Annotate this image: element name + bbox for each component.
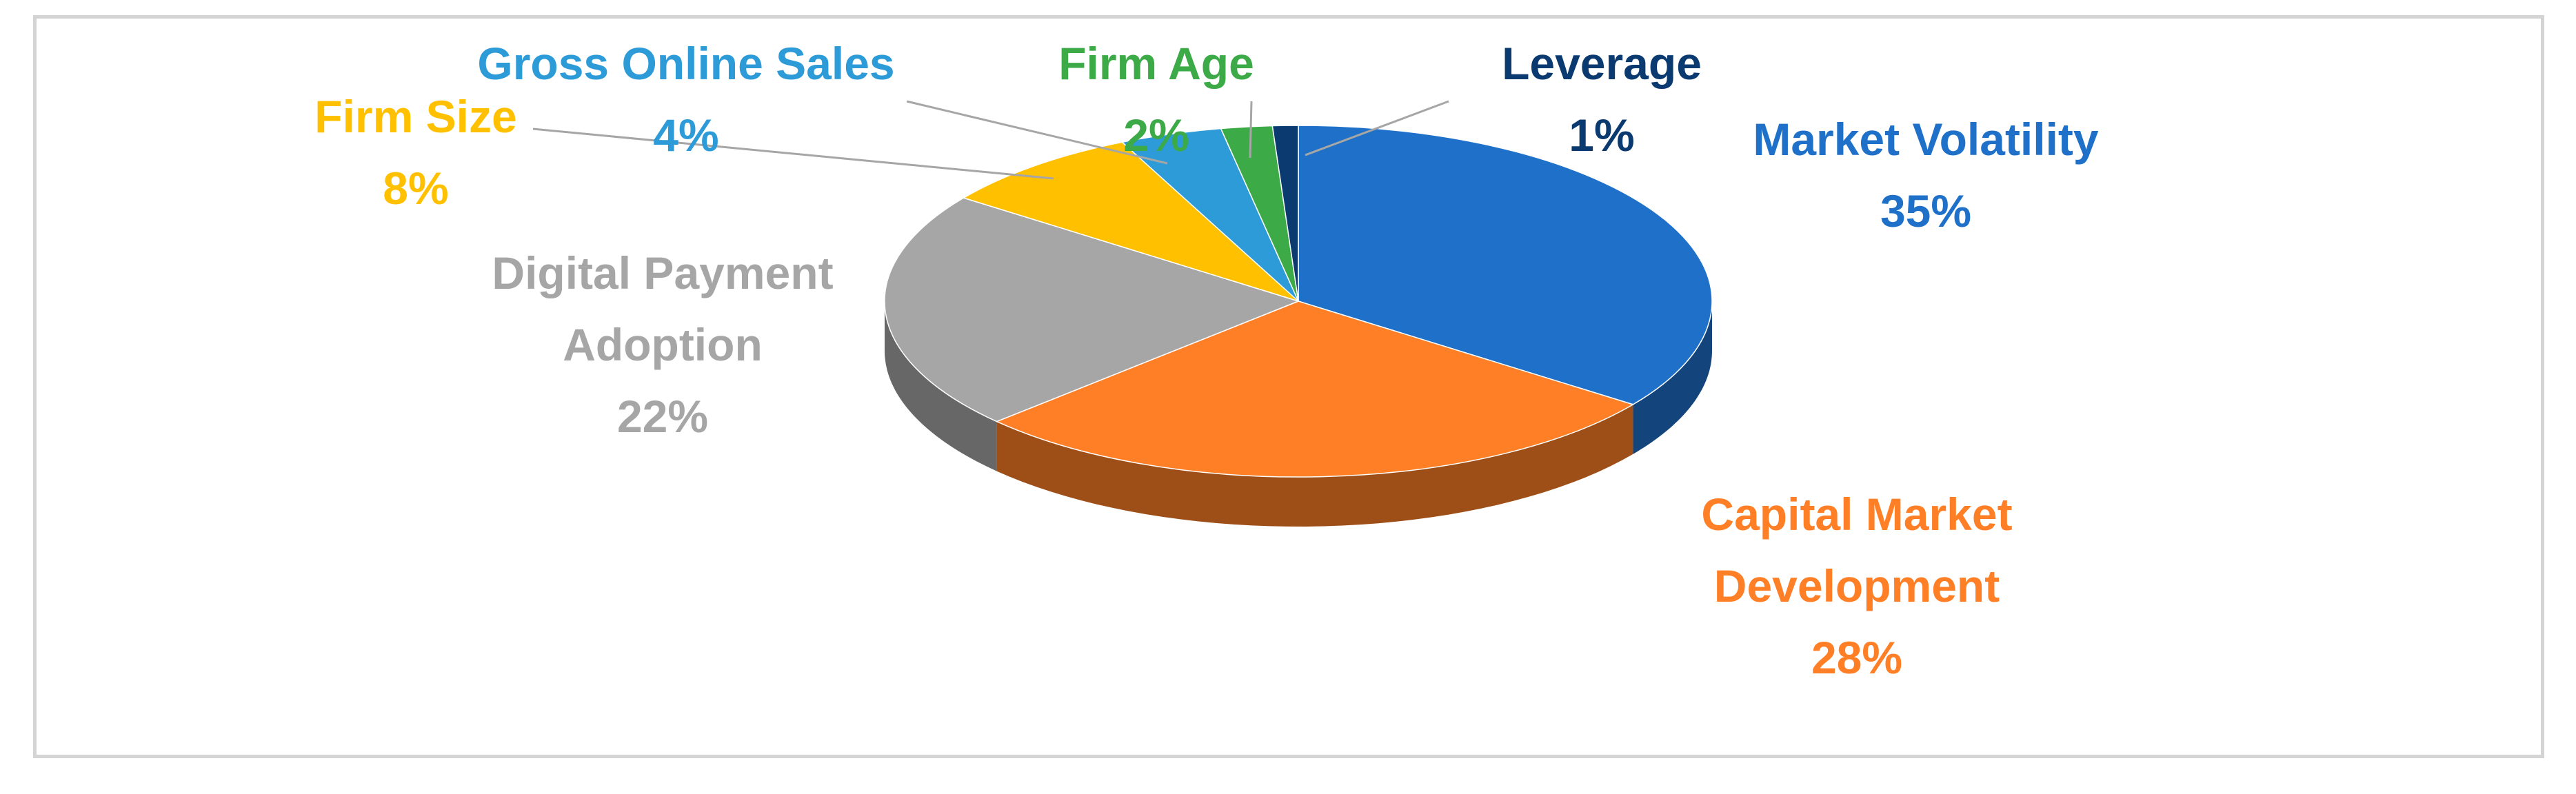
pie-side-market-volatility xyxy=(1633,301,1712,454)
percent-label-digital-payment-adoption: 22% xyxy=(617,391,708,442)
category-label-market-volatility: Market Volatility xyxy=(1753,114,2099,165)
category-label-capital-market-development: Development xyxy=(1714,560,2000,611)
leader-line-leverage xyxy=(1305,100,1449,156)
leader-line-firm-size xyxy=(532,128,1054,180)
pie-side-capital-market-development xyxy=(996,404,1633,527)
chart-frame: Market Volatility 35% Capital Market Develo… xyxy=(33,15,2544,758)
pie-side-digital-payment-adoption xyxy=(885,301,997,471)
percent-label-capital-market-development: 28% xyxy=(1811,632,1902,683)
leader-line-firm-age xyxy=(1249,101,1253,159)
category-label-leverage: Leverage xyxy=(1502,38,1702,89)
pie-slice-digital-payment-adoption xyxy=(884,197,1300,423)
category-label-firm-age: Firm Age xyxy=(1058,38,1254,89)
pie-slice-capital-market-development xyxy=(995,301,1635,478)
percent-label-market-volatility: 35% xyxy=(1880,185,1971,236)
pie-slice-firm-size xyxy=(962,141,1299,302)
percent-label-firm-size: 8% xyxy=(383,163,448,214)
category-label-digital-payment-adoption: Digital Payment xyxy=(492,247,833,298)
pie-slice-leverage xyxy=(1271,125,1299,302)
category-label-digital-payment-adoption: Adoption xyxy=(563,319,763,370)
pie-slice-market-volatility xyxy=(1298,125,1713,405)
percent-label-leverage: 1% xyxy=(1569,110,1634,161)
percent-label-firm-age: 2% xyxy=(1123,110,1189,161)
category-label-gross-online-sales: Gross Online Sales xyxy=(477,38,894,89)
pie-chart: Market Volatility 35% Capital Market Develo… xyxy=(314,38,2099,683)
leader-line-gross-online-sales xyxy=(906,100,1168,165)
category-label-firm-size: Firm Size xyxy=(314,91,516,142)
percent-label-gross-online-sales: 4% xyxy=(653,110,718,161)
category-label-capital-market-development: Capital Market xyxy=(1701,489,2012,540)
